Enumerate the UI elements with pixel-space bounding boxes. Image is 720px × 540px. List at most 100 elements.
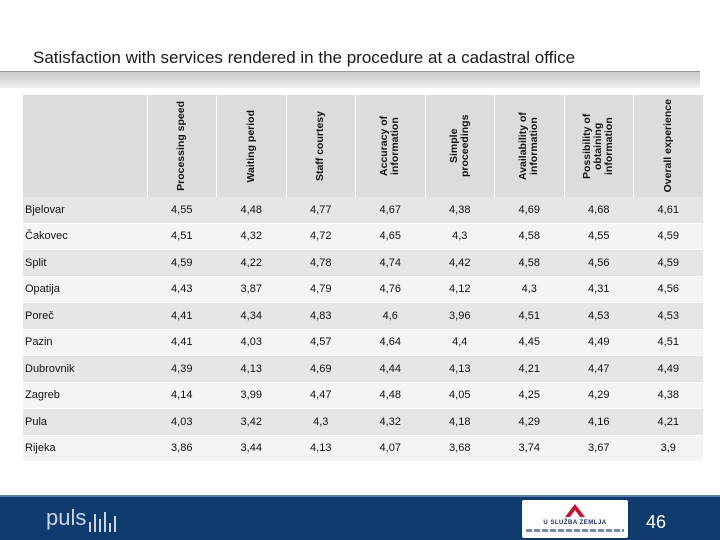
table-row: Čakovec 4,51 4,32 4,72 4,65 4,3 4,58 4,5… [23, 223, 703, 250]
slide-title: Satisfaction with services rendered in t… [33, 48, 576, 67]
column-header: Processing speed [147, 95, 217, 197]
value-cell: 4,14 [147, 382, 217, 409]
partner-logo: U SLUŽBA ZEMLJA [522, 500, 628, 538]
city-cell: Opatija [23, 276, 147, 303]
value-cell: 4,51 [633, 329, 703, 356]
value-cell: 4,53 [564, 302, 634, 330]
value-cell: 4,53 [633, 302, 703, 330]
value-cell: 4,59 [633, 249, 703, 277]
value-cell: 4,34 [216, 302, 286, 330]
column-header: Possibility of obtaining information [564, 95, 634, 197]
table-row: Pula 4,03 3,42 4,3 4,32 4,18 4,29 4,16 4… [23, 408, 703, 436]
table-row: Split 4,59 4,22 4,78 4,74 4,42 4,58 4,56… [23, 249, 703, 277]
column-header-label: Accuracy of information [378, 115, 402, 177]
column-header: Accuracy of information [355, 95, 426, 197]
value-cell: 4,4 [425, 329, 495, 356]
partner-logo-subtext [526, 529, 624, 532]
value-cell: 4,55 [147, 197, 217, 224]
value-cell: 4,83 [286, 302, 356, 330]
value-cell: 4,51 [147, 223, 217, 250]
column-header: Waiting period [216, 95, 287, 197]
value-cell: 4,48 [216, 197, 286, 224]
city-cell: Rijeka [23, 435, 147, 462]
value-cell: 4,13 [216, 355, 286, 383]
value-cell: 3,74 [494, 435, 564, 462]
column-header: Overall experience [633, 95, 704, 197]
value-cell: 3,87 [216, 276, 286, 303]
value-cell: 4,65 [355, 223, 425, 250]
footer-accent-strip [0, 495, 720, 497]
value-cell: 4,42 [425, 249, 495, 277]
column-header-label: Waiting period [244, 109, 257, 183]
table-row: Pazin 4,41 4,03 4,57 4,64 4,4 4,45 4,49 … [23, 329, 703, 356]
column-header-label: Possibility of obtaining information [581, 113, 616, 179]
satisfaction-table: Processing speed Waiting period Staff co… [23, 95, 704, 462]
value-cell: 4,3 [286, 408, 356, 436]
city-cell: Bjelovar [23, 197, 147, 224]
city-cell: Čakovec [23, 223, 147, 250]
partner-logo-text: U SLUŽBA ZEMLJA [543, 520, 607, 526]
value-cell: 4,21 [633, 408, 703, 436]
value-cell: 3,99 [216, 382, 286, 409]
table-row: Dubrovnik 4,39 4,13 4,69 4,44 4,13 4,21 … [23, 355, 703, 383]
partner-emblem-icon [565, 504, 585, 517]
value-cell: 3,86 [147, 435, 217, 462]
puls-logo: puls [46, 502, 119, 532]
value-cell: 3,67 [564, 435, 634, 462]
column-header: Availability of information [494, 95, 565, 197]
value-cell: 4,45 [494, 329, 564, 356]
value-cell: 4,76 [355, 276, 425, 303]
value-cell: 4,64 [355, 329, 425, 356]
puls-logo-word: puls [46, 505, 87, 530]
value-cell: 4,3 [425, 223, 495, 250]
table-row: Rijeka 3,86 3,44 4,13 4,07 3,68 3,74 3,6… [23, 435, 703, 462]
value-cell: 4,16 [564, 408, 634, 436]
value-cell: 4,56 [633, 276, 703, 303]
puls-logo-bars-icon [89, 510, 119, 532]
value-cell: 4,41 [147, 302, 217, 330]
page-number: 46 [646, 512, 667, 532]
title-underline-rule [0, 71, 700, 72]
title-underline-bar [0, 71, 700, 88]
table-row: Zagreb 4,14 3,99 4,47 4,48 4,05 4,25 4,2… [23, 382, 703, 409]
value-cell: 4,55 [564, 223, 634, 250]
value-cell: 4,59 [147, 249, 217, 277]
value-cell: 4,67 [355, 197, 425, 224]
value-cell: 4,39 [147, 355, 217, 383]
value-cell: 4,49 [633, 355, 703, 383]
value-cell: 4,58 [494, 249, 564, 277]
value-cell: 4,72 [286, 223, 356, 250]
value-cell: 4,57 [286, 329, 356, 356]
city-cell: Poreč [23, 302, 147, 330]
value-cell: 4,25 [494, 382, 564, 409]
value-cell: 4,3 [494, 276, 564, 303]
value-cell: 4,68 [564, 197, 634, 224]
column-header: Staff courtesy [286, 95, 356, 197]
value-cell: 4,6 [355, 302, 425, 330]
value-cell: 4,51 [494, 302, 564, 330]
value-cell: 3,9 [633, 435, 703, 462]
value-cell: 3,68 [425, 435, 495, 462]
value-cell: 3,42 [216, 408, 286, 436]
value-cell: 3,96 [425, 302, 495, 330]
value-cell: 4,12 [425, 276, 495, 303]
value-cell: 4,74 [355, 249, 425, 277]
city-cell: Dubrovnik [23, 355, 147, 383]
city-cell: Pula [23, 408, 147, 436]
value-cell: 4,05 [425, 382, 495, 409]
value-cell: 4,31 [564, 276, 634, 303]
column-header-label: Availability of information [517, 112, 541, 180]
value-cell: 4,77 [286, 197, 356, 224]
value-cell: 4,18 [425, 408, 495, 436]
value-cell: 4,44 [355, 355, 425, 383]
value-cell: 4,58 [494, 223, 564, 250]
city-cell: Pazin [23, 329, 147, 356]
column-header-label: Staff courtesy [314, 110, 327, 182]
value-cell: 4,59 [633, 223, 703, 250]
column-header-label: Simple proceedings [447, 114, 471, 178]
value-cell: 4,22 [216, 249, 286, 277]
city-cell: Split [23, 249, 147, 277]
value-cell: 4,48 [355, 382, 425, 409]
value-cell: 4,78 [286, 249, 356, 277]
value-cell: 4,56 [564, 249, 634, 277]
